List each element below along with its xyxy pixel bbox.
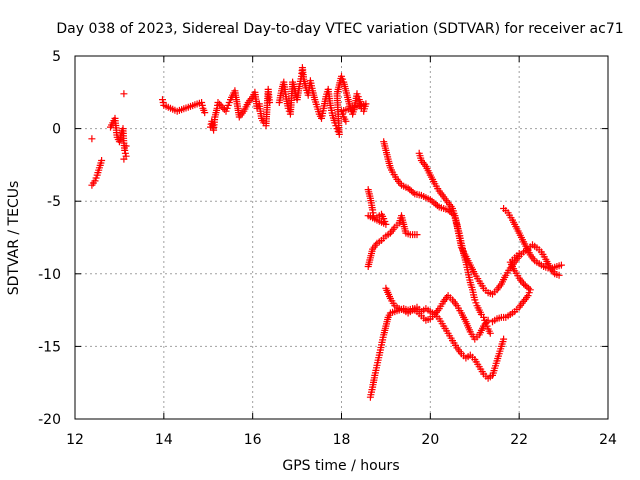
data-points bbox=[88, 64, 565, 401]
x-tick-label: 18 bbox=[333, 432, 351, 448]
data-point bbox=[88, 135, 96, 143]
x-tick-label: 22 bbox=[510, 432, 528, 448]
data-point bbox=[266, 99, 273, 106]
data-point bbox=[515, 250, 523, 257]
data-point bbox=[219, 104, 227, 112]
x-tick-label: 24 bbox=[599, 432, 617, 448]
data-point bbox=[201, 109, 209, 117]
data-point bbox=[120, 155, 128, 163]
data-point bbox=[120, 90, 128, 98]
y-tick-label: -5 bbox=[47, 194, 61, 210]
x-tick-label: 20 bbox=[421, 432, 439, 448]
data-point bbox=[557, 261, 565, 269]
data-point bbox=[214, 99, 222, 106]
data-point bbox=[98, 157, 106, 164]
x-tick-label: 16 bbox=[244, 432, 262, 448]
y-tick-label: -15 bbox=[38, 339, 61, 355]
x-tick-label: 12 bbox=[66, 432, 84, 448]
y-tick-label: -10 bbox=[38, 267, 61, 283]
data-point bbox=[521, 281, 529, 289]
data-point bbox=[413, 231, 421, 239]
y-tick-label: 0 bbox=[52, 122, 61, 138]
y-tick-label: -20 bbox=[38, 412, 61, 428]
data-point bbox=[364, 212, 372, 220]
data-point bbox=[486, 329, 494, 337]
data-point bbox=[216, 100, 224, 108]
data-point bbox=[122, 142, 130, 150]
data-point bbox=[500, 335, 508, 343]
x-axis-label: GPS time / hours bbox=[282, 458, 399, 474]
data-point bbox=[342, 117, 350, 125]
data-point bbox=[409, 189, 417, 196]
y-axis-label: SDTVAR / TECUs bbox=[6, 181, 22, 296]
x-axis-ticks: 12 14 16 18 20 22 24 bbox=[66, 56, 617, 448]
x-tick-label: 14 bbox=[155, 432, 173, 448]
chart-title: Day 038 of 2023, Sidereal Day-to-day VTE… bbox=[56, 21, 623, 37]
data-point bbox=[555, 271, 563, 279]
y-tick-label: 5 bbox=[52, 49, 61, 65]
y-axis-ticks: 5 0 -5 -10 -15 -20 bbox=[38, 49, 608, 428]
data-point bbox=[484, 316, 492, 324]
